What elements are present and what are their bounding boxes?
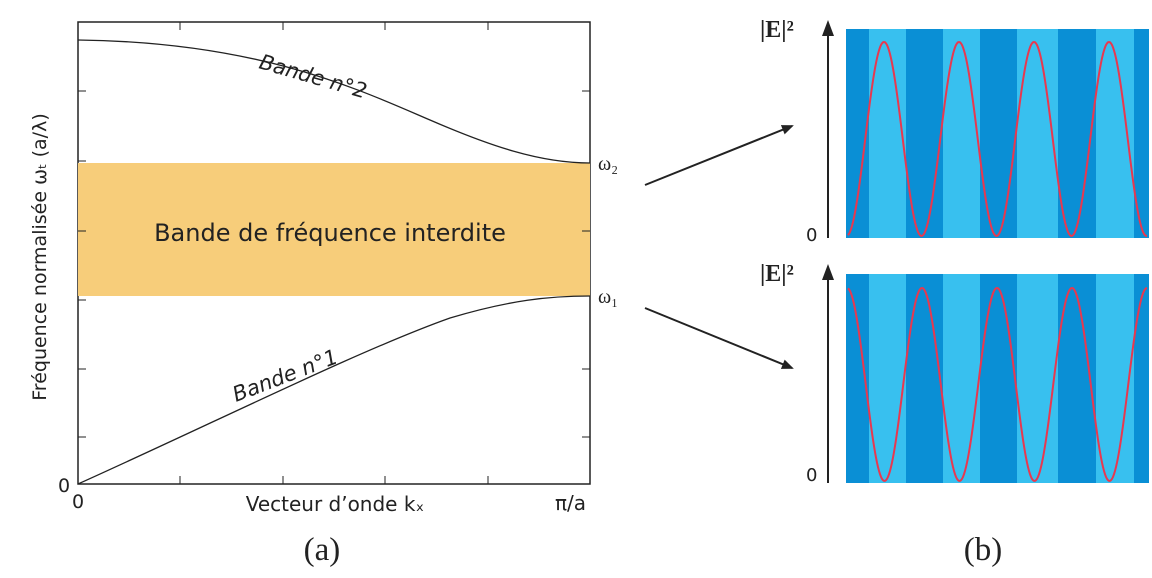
panel-b: |E|² 0 |E|² 0 (b) <box>760 17 1149 568</box>
axis-top-zero: 0 <box>806 225 817 246</box>
panel-a: Bande de fréquence interdite <box>29 21 618 568</box>
stripe-bottom-6 <box>1017 274 1058 483</box>
band-2-curve <box>77 39 591 164</box>
y-ticks <box>78 90 590 438</box>
origin-x-label: 0 <box>72 491 84 513</box>
omega-1-label: ω₁ <box>598 286 618 308</box>
x-ticks <box>179 22 489 484</box>
stripe-top-5 <box>980 29 1017 238</box>
origin-y-label: 0 <box>58 475 70 497</box>
stripe-top-4 <box>943 29 980 238</box>
arrow-to-top-field <box>644 125 794 186</box>
band-2-label: Bande n°2 <box>257 50 370 104</box>
gap-label: Bande de fréquence interdite <box>154 219 506 247</box>
axis-bottom-label: |E|² <box>760 261 794 287</box>
caption-b: (b) <box>964 532 1002 568</box>
axis-top-arrowhead <box>822 20 834 36</box>
x-axis-label: Vecteur d’onde kₓ <box>246 492 425 516</box>
y-axis-label: Fréquence normalisée ωₜ (a/λ) <box>29 113 51 400</box>
omega-2-label: ω₂ <box>598 153 618 175</box>
stripes-bottom <box>846 274 1149 483</box>
stripe-bottom-3 <box>906 274 943 483</box>
stripe-bottom-5 <box>980 274 1017 483</box>
band-1-curve <box>77 295 591 485</box>
arrow-to-bottom-field <box>644 307 794 369</box>
forbidden-band <box>78 163 590 296</box>
x-end-label: π/a <box>555 491 586 515</box>
field-curve-top <box>847 40 1147 237</box>
stripe-top-2 <box>869 29 906 238</box>
field-curve-bottom <box>847 286 1148 482</box>
field-plot-bottom: |E|² 0 <box>760 261 1149 486</box>
stripe-bottom-1 <box>846 274 869 483</box>
stripe-top-9 <box>1134 29 1149 238</box>
stripes-top <box>846 29 1149 238</box>
caption-a: (a) <box>304 532 341 568</box>
axis-bottom-zero: 0 <box>806 465 817 486</box>
stripe-top-1 <box>846 29 869 238</box>
axis-bottom-arrowhead <box>822 264 834 280</box>
stripe-top-7 <box>1058 29 1096 238</box>
field-plot-top: |E|² 0 <box>760 17 1149 246</box>
band-1-label: Bande n°1 <box>229 345 341 407</box>
stripe-bottom-8 <box>1096 274 1134 483</box>
stripe-bottom-9 <box>1134 274 1149 483</box>
axis-top-label: |E|² <box>760 17 794 43</box>
stripe-bottom-4 <box>943 274 980 483</box>
